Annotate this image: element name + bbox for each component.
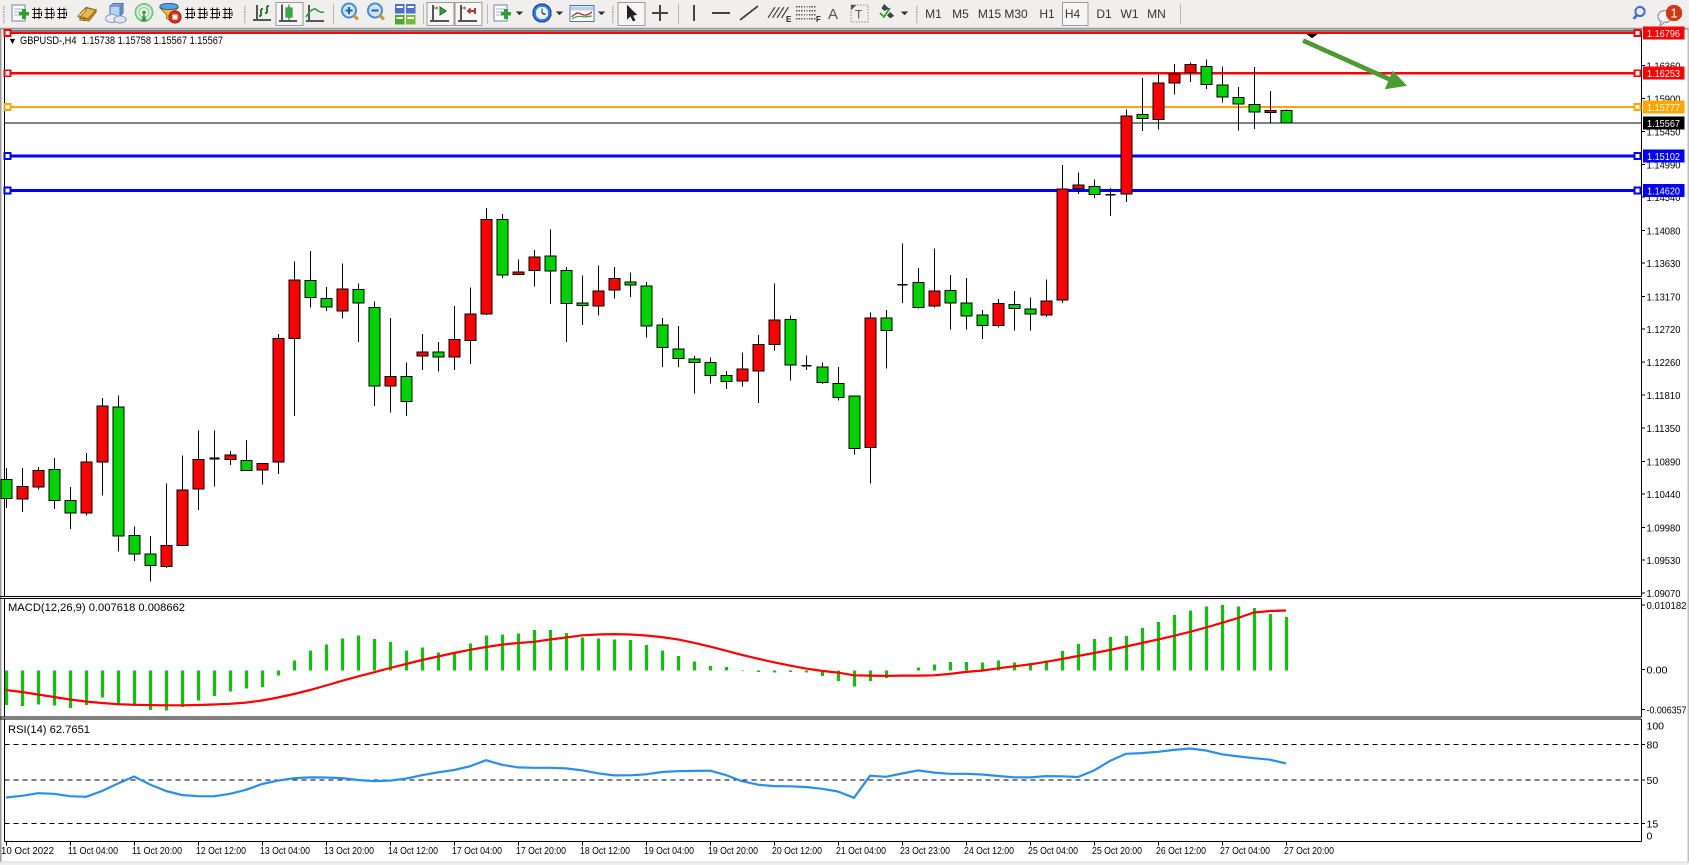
- svg-text:0.010182: 0.010182: [1647, 600, 1687, 612]
- svg-text:25 Oct 20:00: 25 Oct 20:00: [1092, 845, 1142, 857]
- svg-text:1.16796: 1.16796: [1647, 28, 1680, 40]
- svg-text:17 Oct 04:00: 17 Oct 04:00: [452, 845, 502, 857]
- svg-text:50: 50: [1647, 775, 1659, 787]
- svg-text:H4: H4: [1065, 7, 1081, 21]
- svg-text:M15: M15: [978, 7, 1002, 21]
- svg-text:F: F: [816, 15, 821, 24]
- svg-text:M30: M30: [1004, 7, 1028, 21]
- svg-text:1.15777: 1.15777: [1647, 102, 1680, 114]
- svg-text:19 Oct 20:00: 19 Oct 20:00: [708, 845, 758, 857]
- svg-text:1.13170: 1.13170: [1647, 291, 1681, 303]
- svg-text:13 Oct 04:00: 13 Oct 04:00: [260, 845, 310, 857]
- svg-text:18 Oct 12:00: 18 Oct 12:00: [580, 845, 630, 857]
- svg-text:25 Oct 04:00: 25 Oct 04:00: [1028, 845, 1078, 857]
- svg-text:14 Oct 12:00: 14 Oct 12:00: [388, 845, 438, 857]
- svg-text:80: 80: [1647, 739, 1659, 751]
- svg-text:26 Oct 12:00: 26 Oct 12:00: [1156, 845, 1206, 857]
- svg-text:1.10440: 1.10440: [1647, 489, 1681, 501]
- svg-text:1.09530: 1.09530: [1647, 555, 1681, 567]
- svg-text:W1: W1: [1121, 7, 1139, 21]
- svg-text:1.14620: 1.14620: [1647, 186, 1680, 198]
- svg-text:24 Oct 12:00: 24 Oct 12:00: [964, 845, 1014, 857]
- svg-text:20 Oct 12:00: 20 Oct 12:00: [772, 845, 822, 857]
- svg-text:1.10890: 1.10890: [1647, 456, 1681, 468]
- svg-text:▼: ▼: [8, 36, 17, 46]
- svg-text:1.15102: 1.15102: [1647, 151, 1680, 163]
- svg-text:1.12720: 1.12720: [1647, 324, 1681, 336]
- svg-text:0: 0: [1647, 831, 1653, 843]
- svg-text:19 Oct 04:00: 19 Oct 04:00: [644, 845, 694, 857]
- svg-text:1.14990: 1.14990: [1647, 160, 1681, 172]
- svg-text:MACD(12,26,9) 0.007618 0.00866: MACD(12,26,9) 0.007618 0.008662: [8, 602, 185, 614]
- svg-text:27 Oct 04:00: 27 Oct 04:00: [1220, 845, 1270, 857]
- svg-text:E: E: [786, 15, 792, 24]
- svg-text:27 Oct 20:00: 27 Oct 20:00: [1284, 845, 1334, 857]
- svg-text:1.15567: 1.15567: [1647, 118, 1680, 130]
- svg-text:1.11350: 1.11350: [1647, 423, 1681, 435]
- svg-text:1.14080: 1.14080: [1647, 226, 1681, 238]
- svg-text:23 Oct 23:00: 23 Oct 23:00: [900, 845, 950, 857]
- svg-text:T: T: [855, 8, 863, 22]
- svg-text:RSI(14) 62.7651: RSI(14) 62.7651: [8, 724, 90, 736]
- svg-text:100: 100: [1647, 721, 1665, 733]
- svg-text:1.09980: 1.09980: [1647, 522, 1681, 534]
- svg-text:M1: M1: [925, 7, 942, 21]
- svg-text:21 Oct 04:00: 21 Oct 04:00: [836, 845, 886, 857]
- svg-text:1.16253: 1.16253: [1647, 68, 1680, 80]
- svg-text:1.13630: 1.13630: [1647, 258, 1681, 270]
- svg-text:0.00: 0.00: [1647, 665, 1668, 677]
- svg-text:H1: H1: [1039, 7, 1055, 21]
- svg-text:1.09070: 1.09070: [1647, 588, 1681, 600]
- svg-text:1.11810: 1.11810: [1647, 390, 1681, 402]
- svg-text:M5: M5: [952, 7, 969, 21]
- svg-text:11 Oct 04:00: 11 Oct 04:00: [68, 845, 118, 857]
- svg-text:1: 1: [1670, 6, 1677, 21]
- svg-text:15: 15: [1647, 819, 1659, 831]
- svg-text:1.12260: 1.12260: [1647, 357, 1681, 369]
- svg-text:11 Oct 20:00: 11 Oct 20:00: [132, 845, 182, 857]
- svg-text:17 Oct 20:00: 17 Oct 20:00: [516, 845, 566, 857]
- svg-text:13 Oct 20:00: 13 Oct 20:00: [324, 845, 374, 857]
- svg-text:GBPUSD-,H4 1.15738 1.15758 1.: GBPUSD-,H4 1.15738 1.15758 1.15567 1.155…: [20, 35, 223, 47]
- svg-text:-0.006357: -0.006357: [1647, 705, 1687, 717]
- svg-text:MN: MN: [1147, 7, 1166, 21]
- svg-text:12 Oct 12:00: 12 Oct 12:00: [196, 845, 246, 857]
- svg-text:D1: D1: [1096, 7, 1112, 21]
- svg-text:A: A: [828, 6, 838, 23]
- svg-text:10 Oct 2022: 10 Oct 2022: [1, 845, 54, 857]
